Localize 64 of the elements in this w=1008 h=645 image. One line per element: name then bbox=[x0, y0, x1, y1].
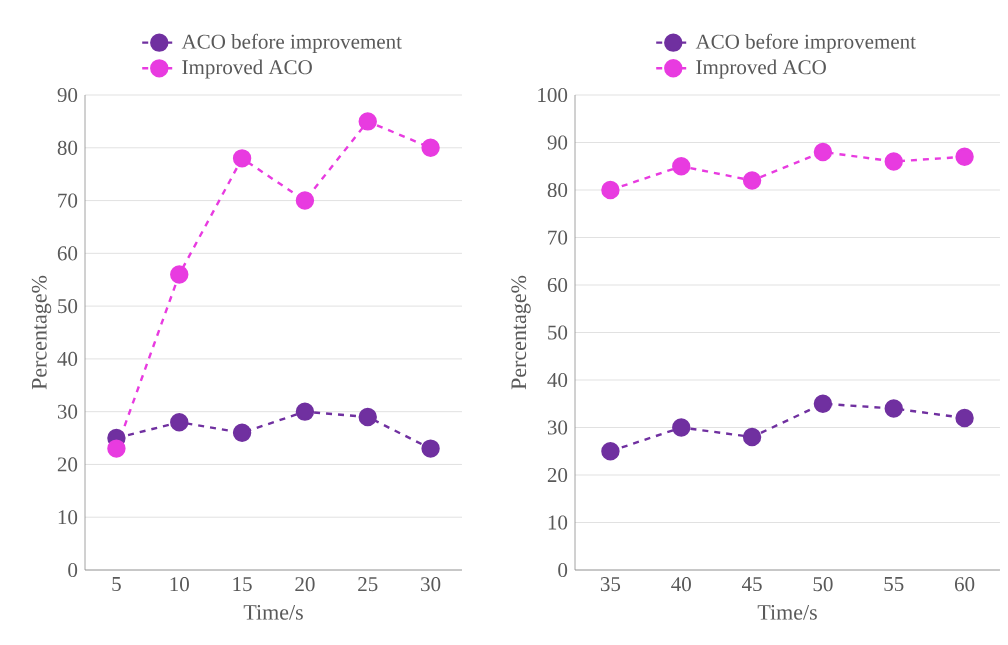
y-tick-label: 50 bbox=[58, 299, 78, 314]
y-tick-label: 90 bbox=[57, 87, 78, 103]
point bbox=[955, 408, 974, 428]
legend-label: ACO before improvement bbox=[181, 33, 402, 53]
point bbox=[884, 152, 903, 171]
x-tick-label: 60 bbox=[954, 577, 975, 592]
legend-label: ACO before improvement bbox=[695, 33, 916, 53]
legend-label: Improved ACO bbox=[696, 59, 826, 79]
y-tick-label: 50 bbox=[548, 325, 568, 340]
x-tick-label: 55 bbox=[884, 577, 904, 592]
point bbox=[742, 427, 762, 447]
point bbox=[358, 407, 377, 427]
point bbox=[813, 142, 833, 162]
point bbox=[358, 112, 377, 131]
y-tick-label: 60 bbox=[547, 277, 568, 293]
y-tick-label: 40 bbox=[547, 372, 568, 388]
y-tick-label: 20 bbox=[547, 467, 568, 483]
y-tick-label: 100 bbox=[538, 87, 568, 103]
point bbox=[232, 423, 252, 442]
point bbox=[601, 442, 620, 461]
point bbox=[421, 138, 440, 157]
x-tick-label: 30 bbox=[421, 577, 441, 592]
y-tick-label: 0 bbox=[558, 562, 568, 578]
point bbox=[170, 265, 189, 284]
y-tick-label: 10 bbox=[548, 515, 568, 530]
y-tick-label: 20 bbox=[57, 457, 78, 472]
point bbox=[295, 191, 315, 210]
point bbox=[170, 413, 189, 432]
y-axis-title: Percentage% bbox=[511, 275, 531, 390]
y-tick-label: 80 bbox=[57, 140, 78, 155]
x-axis-title: Time/s bbox=[757, 604, 817, 620]
y-tick-label: 70 bbox=[58, 193, 78, 208]
y-tick-label: 10 bbox=[58, 510, 78, 525]
y-tick-label: 40 bbox=[57, 351, 78, 366]
point bbox=[295, 402, 315, 421]
x-tick-label: 20 bbox=[295, 577, 315, 592]
point bbox=[232, 149, 252, 168]
y-tick-label: 70 bbox=[548, 230, 568, 245]
point bbox=[884, 399, 903, 418]
point bbox=[672, 157, 691, 176]
point bbox=[813, 394, 833, 413]
point bbox=[421, 439, 440, 458]
point bbox=[742, 171, 762, 190]
x-tick-label: 35 bbox=[600, 577, 621, 592]
y-tick-label: 80 bbox=[547, 182, 568, 198]
x-tick-label: 25 bbox=[358, 577, 378, 592]
y-tick-label: 60 bbox=[57, 246, 78, 261]
x-tick-label: 45 bbox=[741, 577, 762, 592]
y-tick-label: 90 bbox=[547, 135, 568, 150]
point bbox=[955, 147, 974, 166]
legend-label: Improved ACO bbox=[182, 59, 312, 79]
x-tick-label: 15 bbox=[233, 577, 252, 592]
point bbox=[107, 439, 126, 458]
x-tick-label: 10 bbox=[170, 577, 189, 592]
x-tick-label: 50 bbox=[813, 577, 833, 592]
point bbox=[601, 180, 620, 200]
point bbox=[672, 418, 691, 437]
y-tick-label: 30 bbox=[547, 420, 568, 435]
y-axis-title: Percentage% bbox=[31, 275, 52, 390]
x-tick-label: 40 bbox=[671, 577, 691, 592]
x-tick-label: 5 bbox=[112, 577, 121, 592]
y-tick-label: 30 bbox=[57, 404, 78, 419]
x-axis-title: Time/s bbox=[243, 604, 303, 620]
y-tick-label: 0 bbox=[68, 562, 78, 578]
